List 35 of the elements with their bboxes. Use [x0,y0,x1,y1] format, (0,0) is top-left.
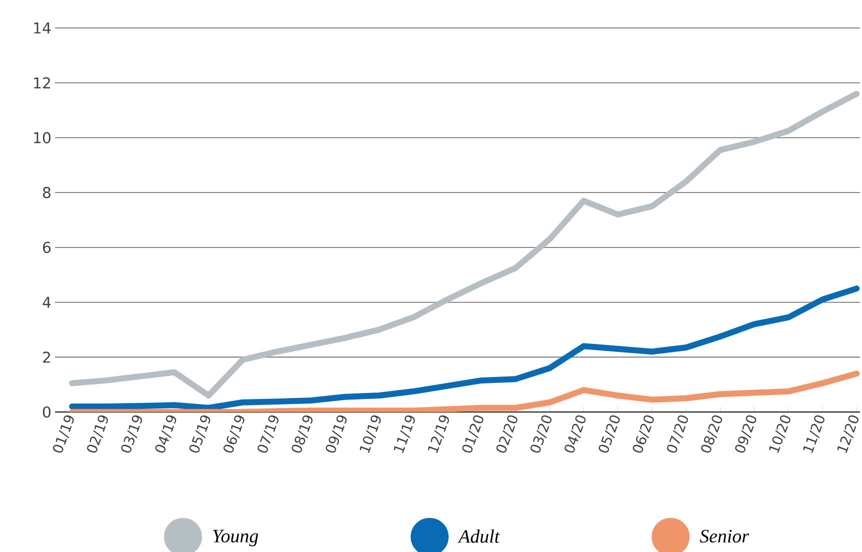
x-tick-label: 03/20 [530,415,552,453]
x-tick-label: 12/19 [428,415,450,453]
x-tick-label: 01/19 [52,415,74,453]
x-tick-label: 03/19 [121,415,142,453]
x-tick-label: 02/19 [87,415,108,453]
legend-label: Young [213,530,258,546]
legend-label: Senior [700,530,750,543]
x-tick-label: 11/19 [394,415,415,453]
x-tick-label: 05/20 [598,415,620,453]
x-tick-label: 07/20 [666,415,688,453]
y-tick-label: 10 [34,132,50,144]
legend-label: Adult [458,530,500,543]
x-tick-label: 08/19 [292,415,313,453]
y-tick-label: 0 [42,406,50,418]
x-tick-label: 09/19 [326,415,347,453]
x-tick-label: 06/19 [223,415,244,453]
x-tick-label: 08/20 [701,415,722,453]
y-tick-label: 4 [42,296,51,308]
x-tick-label: 12/20 [837,415,859,453]
x-tick-label: 10/20 [769,415,790,453]
x-tick-label: 11/20 [803,415,824,453]
x-tick-label: 04/19 [155,415,176,453]
x-tick-label: 05/19 [189,415,210,453]
x-tick-label: 06/20 [632,415,654,453]
x-tick-label: 01/20 [462,415,484,453]
x-tick-label: 10/19 [360,415,381,453]
x-tick-label: 04/20 [564,415,586,453]
y-tick-label: 2 [43,352,50,363]
y-tick-label: 12 [34,77,50,88]
x-tick-label: 02/20 [496,415,518,453]
x-tick-label: 09/20 [735,415,756,453]
y-tick-label: 14 [34,22,51,34]
x-tick-label: 07/19 [258,415,278,453]
y-tick-label: 6 [43,242,51,254]
y-tick-label: 8 [42,186,50,198]
